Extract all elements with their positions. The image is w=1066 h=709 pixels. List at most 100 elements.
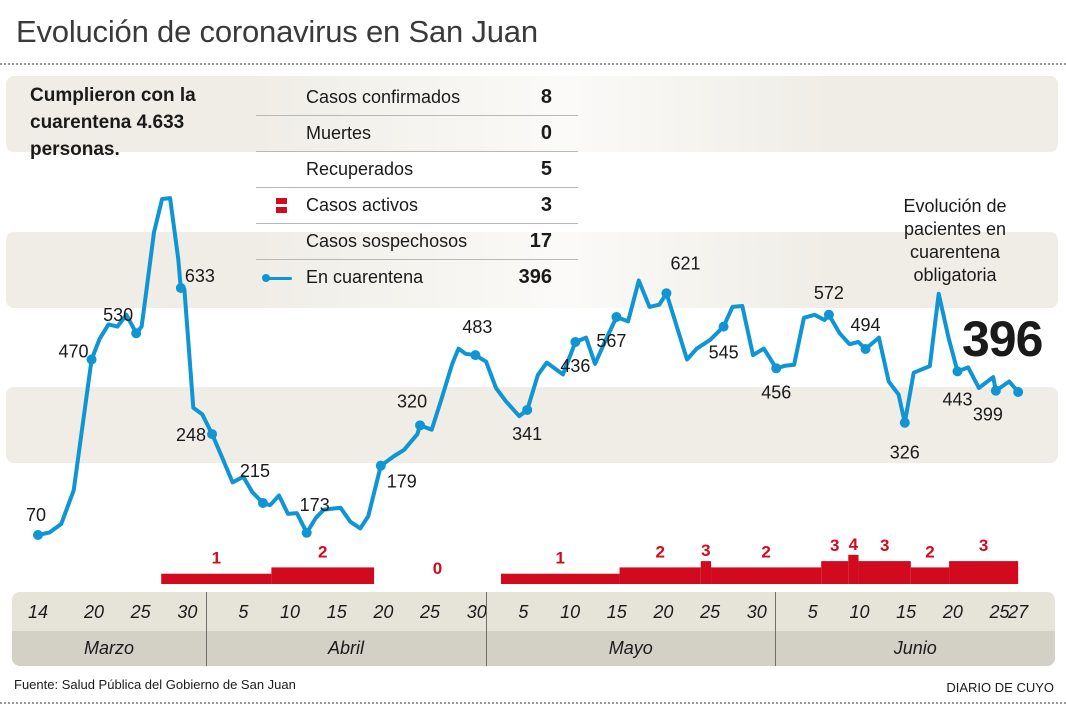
quarantine-value-label: 483	[462, 317, 492, 337]
quarantine-value-label: 572	[814, 283, 844, 303]
footer-divider	[0, 702, 1066, 704]
quarantine-marker	[611, 311, 622, 322]
active-cases-label: 3	[830, 536, 839, 555]
active-cases-step	[858, 561, 911, 584]
quarantine-marker	[661, 288, 672, 299]
active-cases-label: 3	[979, 536, 988, 555]
current-quarantine-total: 396	[962, 311, 1043, 367]
caption-line: Evolución de	[903, 196, 1007, 216]
x-axis-tick-label: 30	[177, 602, 198, 622]
active-cases-label: 2	[655, 542, 664, 561]
quarantine-value-label: 248	[176, 425, 206, 445]
x-axis-tick-label: 20	[942, 602, 963, 622]
red-bar-legend-icon	[276, 198, 287, 214]
stats-value: 3	[540, 194, 552, 216]
active-cases-labels: 1 201 2 3 2 3 4 3 2 3	[212, 535, 989, 578]
caption-line: pacientes en	[903, 219, 1007, 239]
x-axis-tick-label: 20	[373, 602, 394, 622]
quarantine-marker	[718, 321, 729, 332]
active-cases-step	[271, 567, 375, 584]
quarantine-value-label: 320	[397, 391, 427, 411]
x-axis-month-label: Abril	[328, 638, 365, 658]
x-axis-tick-label: 20	[83, 602, 105, 622]
x-axis-tick-label: 15	[326, 602, 347, 622]
month-separator	[486, 592, 488, 666]
quarantine-marker	[301, 527, 312, 538]
quarantine-value-label: 530	[103, 305, 133, 325]
stats-value: 396	[518, 266, 552, 288]
x-axis-tick-label: 27	[1008, 602, 1029, 622]
x-axis-tick-label: 25	[130, 602, 151, 622]
stats-label: En cuarentena	[306, 267, 424, 287]
quarantine-marker	[33, 530, 43, 540]
quarantine-marker	[1013, 386, 1024, 397]
x-axis-month-label: Mayo	[608, 638, 653, 658]
quarantine-marker	[899, 417, 910, 428]
x-axis-tick-label: 30	[466, 602, 487, 622]
active-cases-label: 4	[849, 535, 859, 554]
x-axis-tick-label: 25	[700, 602, 721, 622]
x-axis-tick-label: 5	[238, 602, 249, 622]
active-cases-label: 3	[701, 541, 710, 560]
background-band-top	[6, 76, 1058, 152]
active-cases-step	[501, 573, 620, 584]
stats-row-quarantine: En cuarentena 396	[256, 260, 578, 295]
quarantine-note-line: cuarentena 4.633	[30, 112, 185, 133]
stats-table: Casos confirmados 8 Muertes 0 Recuperado…	[256, 80, 578, 295]
x-axis-tick-label: 10	[560, 602, 581, 622]
quarantine-value-label: 621	[670, 253, 700, 273]
active-cases-label: 0	[433, 559, 442, 578]
quarantine-marker	[207, 429, 218, 440]
quarantine-value-label: 545	[709, 343, 739, 363]
stats-value: 17	[529, 230, 552, 252]
active-cases-label: 3	[880, 536, 889, 555]
quarantine-value-label: 470	[59, 342, 89, 362]
quarantine-marker	[771, 363, 782, 374]
x-axis-tick-label: 10	[280, 602, 301, 622]
month-separator	[775, 592, 777, 666]
quarantine-marker	[375, 460, 386, 471]
active-cases-step	[700, 561, 712, 584]
quarantine-marker	[823, 309, 834, 320]
quarantine-value-label: 436	[560, 356, 590, 376]
title-divider	[0, 63, 1066, 65]
x-axis-tick-label: 5	[518, 602, 529, 622]
x-axis-tick-label: 15	[896, 602, 917, 622]
chart-side-caption: Evolución de pacientes en cuarentena obl…	[880, 195, 1030, 287]
active-cases-step	[949, 561, 1019, 584]
quarantine-marker	[415, 420, 426, 431]
x-axis-tick-label: 25	[989, 602, 1010, 622]
quarantine-marker	[470, 350, 481, 361]
stats-value: 8	[540, 86, 552, 108]
quarantine-marker	[522, 404, 533, 415]
quarantine-value-label: 456	[761, 382, 791, 402]
stats-value: 0	[540, 122, 552, 144]
quarantine-value-label: 399	[973, 405, 1003, 425]
quarantine-marker	[175, 283, 186, 294]
active-cases-step	[619, 567, 701, 584]
month-separator	[206, 592, 208, 666]
quarantine-marker	[990, 385, 1001, 396]
blue-line-legend-icon	[262, 274, 294, 282]
x-axis: 14 20 25 30 5 10 15 20 25 30 5 10 15 20 25 30 5 10 15 20 25 2…	[12, 592, 1055, 666]
quarantine-note-line: Cumplieron con la	[30, 85, 196, 106]
x-axis-tick-label: 10	[849, 602, 870, 622]
quarantine-value-label: 567	[596, 331, 626, 351]
x-axis-tick-label: 20	[653, 602, 674, 622]
x-axis-tick-label: 15	[606, 602, 627, 622]
active-cases-step	[910, 567, 950, 584]
stats-row-active: Casos activos 3	[256, 188, 578, 224]
active-cases-bars	[161, 554, 1019, 584]
quarantine-marker	[257, 497, 268, 508]
active-cases-step	[821, 561, 849, 584]
active-cases-step	[711, 567, 822, 584]
quarantine-markers	[33, 283, 1024, 540]
active-cases-label: 1	[556, 549, 565, 568]
quarantine-value-label: 494	[851, 315, 881, 335]
x-axis-month-label: Marzo	[83, 638, 135, 658]
quarantine-value-label: 215	[240, 461, 270, 481]
background-band-middle	[6, 232, 1058, 308]
quarantine-value-label: 341	[512, 424, 542, 444]
x-axis-tick-label: 5	[807, 602, 818, 622]
